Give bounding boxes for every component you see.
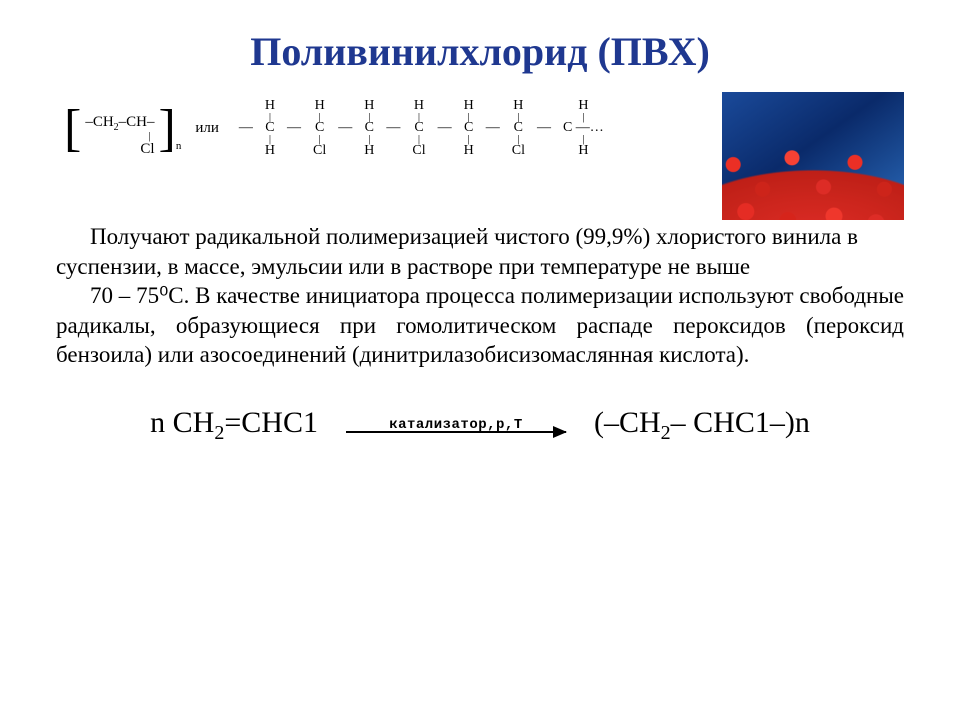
repeat-unit-formula: [ –CH2–CH– | Cl ] n bbox=[64, 100, 181, 158]
reaction-arrow: катализатор,p,T bbox=[346, 417, 566, 433]
paragraph-1: Получают радикальной полимеризацией чист… bbox=[56, 222, 904, 281]
equation-left: n CH2=CHC1 bbox=[150, 406, 318, 445]
pvc-pellets-image bbox=[722, 92, 904, 220]
repeat-substituent: Cl bbox=[85, 141, 154, 158]
chain-formula: H H H H H H H ||||||| — C—C—C—C—C—C—C —…… bbox=[233, 99, 610, 158]
formula-connector: или bbox=[195, 120, 219, 137]
page-title: Поливинилхлорид (ПВХ) bbox=[0, 0, 960, 75]
reaction-equation: n CH2=CHC1 катализатор,p,T (–CH2– CHC1–)… bbox=[0, 406, 960, 445]
paragraph-2: 70 – 75⁰С. В качестве инициатора процесс… bbox=[56, 281, 904, 369]
repeat-subscript: n bbox=[176, 140, 182, 152]
equation-right: (–CH2– CHC1–)n bbox=[594, 406, 810, 445]
repeat-unit-text: –CH2–CH– bbox=[85, 114, 154, 133]
body-text: Получают радикальной полимеризацией чист… bbox=[56, 222, 904, 369]
